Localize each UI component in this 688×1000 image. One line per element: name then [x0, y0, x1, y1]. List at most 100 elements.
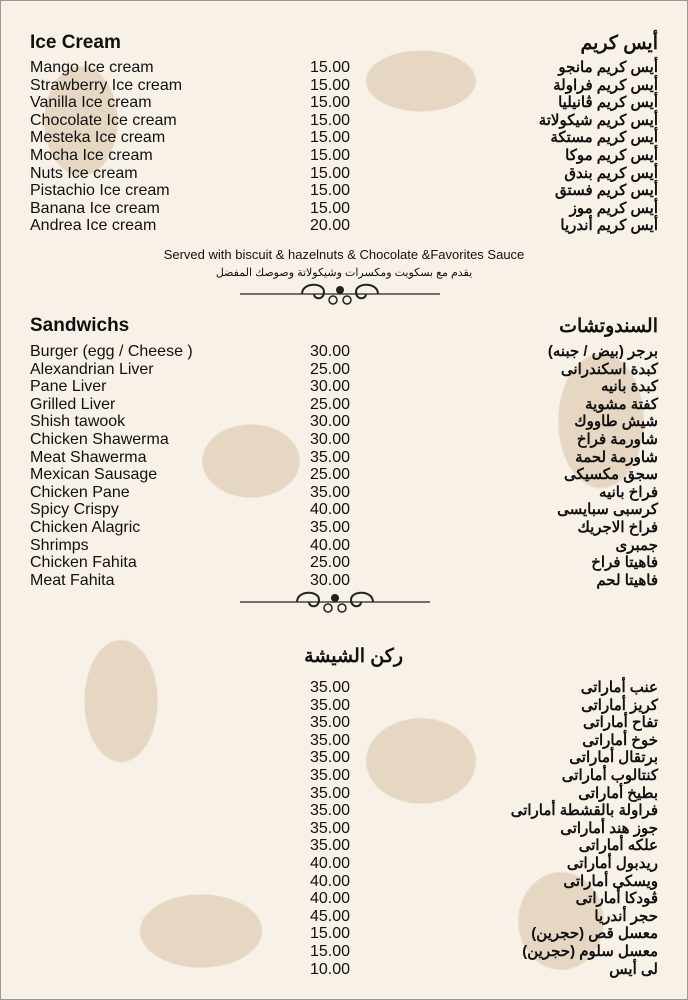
menu-item: 35.00 تفاح أماراتى: [30, 714, 658, 732]
item-price: 35.00: [310, 731, 351, 749]
item-name-ar: فراولة بالقشطة أماراتى: [510, 802, 658, 820]
item-name-ar: أيس كريم شيكولاتة: [538, 111, 658, 129]
item-price: 40.00: [310, 872, 351, 890]
item-name-en: Vanilla Ice cream: [30, 94, 152, 112]
item-name-ar: أيس كريم أندريا: [560, 217, 658, 235]
menu-item: 15.00 معسل قص (حجرين): [30, 925, 658, 943]
item-name-en: Chicken Fahita: [30, 554, 137, 572]
item-price: 35.00: [310, 819, 351, 837]
menu-item: Chocolate Ice cream 15.00 أيس كريم شيكولات…: [30, 112, 658, 130]
menu-item: Strawberry Ice cream 15.00 أيس كريم فراولة: [30, 77, 658, 95]
item-price: 15.00: [310, 129, 351, 147]
item-name-en: Meat Shawerma: [30, 448, 147, 466]
item-name-ar: كنتالوب أماراتى: [561, 766, 658, 784]
menu-item: Mango Ice cream 15.00 أيس كريم مانجو: [30, 59, 658, 77]
item-price: 35.00: [310, 766, 351, 784]
item-name-ar: كبدة اسكندرانى: [560, 360, 658, 378]
item-price: 15.00: [310, 164, 351, 182]
item-name-ar: كرسبى سبايسى: [557, 501, 658, 519]
menu-item: Burger (egg / Cheese ) 30.00 برجر (بيض / ج…: [30, 343, 658, 361]
menu-item: Spicy Crispy 40.00 كرسبى سبايسى: [30, 501, 658, 519]
menu-item: 45.00 حجر أندريا: [30, 908, 658, 926]
item-name-en: Pistachio Ice cream: [30, 182, 170, 200]
item-price: 40.00: [310, 890, 351, 908]
menu-item: 40.00 ڤودكا أماراتى: [30, 890, 658, 908]
menu-item: 35.00 علكه أماراتى: [30, 837, 658, 855]
ice-cream-list: Mango Ice cream 15.00 أيس كريم مانجو Strawb…: [30, 59, 658, 235]
item-price: 15.00: [310, 59, 351, 76]
item-price: 25.00: [310, 395, 351, 413]
item-name-ar: معسل سلوم (حجرين): [522, 942, 658, 960]
item-price: 40.00: [310, 536, 351, 554]
item-price: 35.00: [310, 483, 351, 501]
menu-item: Mexican Sausage 25.00 سجق مكسيكى: [30, 466, 658, 484]
menu-item: 35.00 فراولة بالقشطة أماراتى: [30, 802, 658, 820]
item-name-ar: أيس كريم بندق: [564, 164, 658, 182]
menu-item: Pane Liver 30.00 كبدة بانيه: [30, 378, 658, 396]
item-price: 25.00: [310, 554, 351, 572]
item-price: 15.00: [310, 182, 351, 200]
menu-item: 35.00 كريز أماراتى: [30, 697, 658, 715]
item-price: 35.00: [310, 518, 351, 536]
menu-item: Pistachio Ice cream 15.00 أيس كريم فستق: [30, 182, 658, 200]
item-name-ar: تفاح أماراتى: [582, 714, 658, 732]
menu-item: Chicken Shawerma 30.00 شاورمة فراخ: [30, 431, 658, 449]
item-price: 35.00: [310, 714, 351, 732]
item-price: 35.00: [310, 679, 351, 696]
menu-item: 40.00 ويسكى أماراتى: [30, 873, 658, 891]
item-name-ar: برجر (بيض / جبنه): [547, 343, 658, 360]
item-name-en: Pane Liver: [30, 378, 107, 396]
item-name-ar: أيس كريم مانجو: [558, 59, 658, 76]
item-name-ar: حجر أندريا: [594, 907, 658, 925]
item-name-en: Chicken Shawerma: [30, 430, 169, 448]
item-name-en: Meat Fahita: [30, 571, 115, 589]
menu-item: Chicken Pane 35.00 فراخ بانيه: [30, 484, 658, 502]
item-name-ar: جوز هند أماراتى: [560, 819, 658, 837]
item-price: 30.00: [310, 571, 351, 589]
item-name-en: Grilled Liver: [30, 395, 116, 413]
item-name-ar: شاورمة لحمة: [575, 448, 658, 466]
item-name-en: Nuts Ice cream: [30, 164, 138, 182]
item-price: 10.00: [310, 960, 351, 978]
item-name-ar: لى أيس: [609, 960, 658, 978]
sandwiches-title-en: Sandwichs: [30, 315, 130, 336]
item-price: 35.00: [310, 837, 351, 855]
item-name-ar: أيس كريم موز: [569, 199, 658, 217]
item-price: 35.00: [310, 749, 351, 767]
item-price: 35.00: [310, 784, 351, 802]
item-name-en: Mocha Ice cream: [30, 146, 153, 164]
menu-item: Nuts Ice cream 15.00 أيس كريم بندق: [30, 165, 658, 183]
item-name-ar: خوخ أماراتى: [582, 731, 658, 749]
menu-item: Vanilla Ice cream 15.00 أيس كريم ڤانيليا: [30, 94, 658, 112]
item-name-en: Banana Ice cream: [30, 199, 160, 217]
item-name-ar: علكه أماراتى: [578, 837, 658, 855]
shisha-list: 35.00 عنب أماراتى 35.00 كريز أماراتى 35.00 تف…: [30, 679, 658, 978]
item-name-ar: أيس كريم ڤانيليا: [558, 94, 658, 112]
menu-item: Chicken Alagric 35.00 فراخ الاجريك: [30, 519, 658, 537]
item-price: 30.00: [310, 430, 351, 448]
item-price: 15.00: [310, 111, 351, 129]
item-name-ar: شيش طاووك: [574, 413, 658, 431]
item-name-ar: سجق مكسيكى: [564, 466, 658, 484]
menu-item: Meat Shawerma 35.00 شاورمة لحمة: [30, 449, 658, 467]
item-name-ar: كفتة مشوية: [585, 395, 658, 413]
item-price: 15.00: [310, 94, 351, 112]
item-price: 45.00: [310, 907, 351, 925]
item-price: 15.00: [310, 76, 351, 94]
ice-cream-note-en: Served with biscuit & hazelnuts & Chocol…: [163, 247, 525, 262]
item-name-en: Mango Ice cream: [30, 59, 154, 76]
item-name-ar: ڤودكا أماراتى: [575, 890, 658, 908]
menu-item: 35.00 جوز هند أماراتى: [30, 820, 658, 838]
item-name-en: Mesteka Ice cream: [30, 129, 166, 147]
sandwiches-title-ar: السندوتشات: [559, 316, 658, 337]
ornament-divider: [240, 591, 430, 613]
menu-item: 10.00 لى أيس: [30, 961, 658, 979]
menu-item: Andrea Ice cream 20.00 أيس كريم أندريا: [30, 217, 658, 235]
item-price: 25.00: [310, 466, 351, 484]
item-price: 15.00: [310, 925, 351, 943]
item-price: 30.00: [310, 343, 351, 360]
item-name-en: Chicken Pane: [30, 483, 130, 501]
item-name-en: Burger (egg / Cheese ): [30, 343, 193, 360]
item-name-ar: فاهيتا لحم: [596, 571, 658, 589]
item-price: 30.00: [310, 378, 351, 396]
